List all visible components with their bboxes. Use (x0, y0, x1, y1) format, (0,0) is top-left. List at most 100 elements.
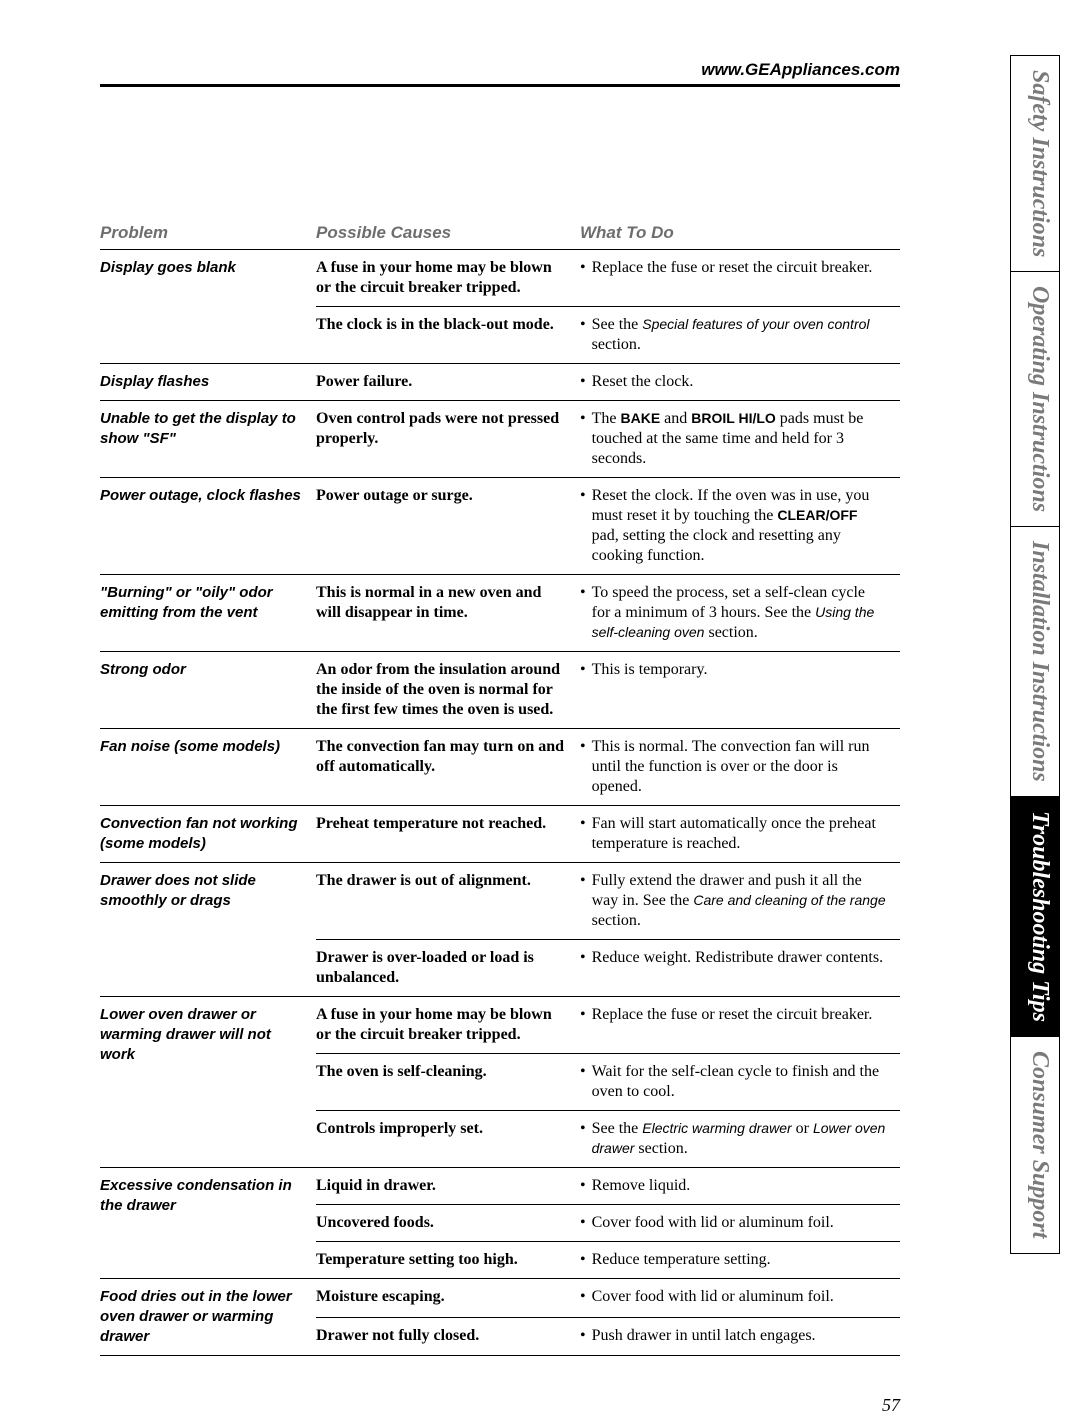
table-row: Food dries out in the lower oven drawer … (100, 1279, 900, 1318)
whattodo-text: Replace the fuse or reset the circuit br… (592, 1005, 873, 1025)
bullet-dot-icon: • (580, 1250, 592, 1270)
whattodo-bullet: •See the Electric warming drawer or Lowe… (580, 1119, 886, 1159)
page-number: 57 (882, 1395, 900, 1416)
whattodo-bullet: •Cover food with lid or aluminum foil. (580, 1287, 886, 1307)
whattodo-bullet: •Fully extend the drawer and push it all… (580, 871, 886, 931)
whattodo-bullet: •Reset the clock. If the oven was in use… (580, 486, 886, 566)
cause-cell: The oven is self-cleaning. (316, 1054, 580, 1111)
cause-text: The oven is self-cleaning. (316, 1063, 487, 1080)
problem-label: Unable to get the display to show "SF" (100, 410, 296, 447)
whattodo-text: Replace the fuse or reset the circuit br… (592, 258, 873, 278)
whattodo-bullet: •Reset the clock. (580, 372, 886, 392)
whattodo-cell: •This is temporary. (580, 652, 900, 729)
cause-text: The convection fan may turn on and off a… (316, 738, 564, 775)
whattodo-cell: •Reset the clock. (580, 364, 900, 401)
cause-cell: Liquid in drawer. (316, 1168, 580, 1205)
problem-label: Display goes blank (100, 259, 236, 276)
table-row: Strong odorAn odor from the insulation a… (100, 652, 900, 729)
cause-cell: A fuse in your home may be blown or the … (316, 997, 580, 1054)
whattodo-text: Wait for the self-clean cycle to finish … (592, 1062, 886, 1102)
cause-text: Power outage or surge. (316, 487, 473, 504)
problem-cell: Food dries out in the lower oven drawer … (100, 1279, 316, 1356)
whattodo-text: Push drawer in until latch engages. (592, 1326, 816, 1346)
side-tab[interactable]: Installation Instructions (1010, 526, 1060, 796)
whattodo-cell: •The BAKE and BROIL HI/LO pads must be t… (580, 401, 900, 478)
cause-cell: Power outage or surge. (316, 478, 580, 575)
whattodo-cell: •To speed the process, set a self-clean … (580, 575, 900, 652)
bullet-dot-icon: • (580, 814, 592, 854)
problem-cell: Display goes blank (100, 250, 316, 364)
cause-text: Preheat temperature not reached. (316, 815, 546, 832)
whattodo-text: Fan will start automatically once the pr… (592, 814, 886, 854)
problem-cell: Convection fan not working (some models) (100, 806, 316, 863)
whattodo-text: Fully extend the drawer and push it all … (592, 871, 886, 931)
bullet-dot-icon: • (580, 583, 592, 643)
cause-text: A fuse in your home may be blown or the … (316, 259, 552, 296)
whattodo-text: To speed the process, set a self-clean c… (592, 583, 886, 643)
whattodo-text: This is temporary. (592, 660, 708, 680)
cause-cell: Controls improperly set. (316, 1111, 580, 1168)
cause-cell: A fuse in your home may be blown or the … (316, 250, 580, 307)
whattodo-bullet: •Replace the fuse or reset the circuit b… (580, 258, 886, 278)
whattodo-text: Reduce temperature setting. (592, 1250, 771, 1270)
cause-cell: Oven control pads were not pressed prope… (316, 401, 580, 478)
bullet-dot-icon: • (580, 660, 592, 680)
whattodo-bullet: •Reduce weight. Redistribute drawer cont… (580, 948, 886, 968)
table-header-row: Problem Possible Causes What To Do (100, 217, 900, 250)
table-row: Display goes blank A fuse in your home ma… (100, 250, 900, 307)
cause-text: Temperature setting too high. (316, 1251, 518, 1268)
whattodo-bullet: •Wait for the self-clean cycle to finish… (580, 1062, 886, 1102)
side-tab[interactable]: Consumer Support (1010, 1036, 1060, 1253)
bullet-dot-icon: • (580, 1062, 592, 1102)
bullet-dot-icon: • (580, 1119, 592, 1159)
side-tab[interactable]: Troubleshooting Tips (1010, 796, 1060, 1036)
cause-text: A fuse in your home may be blown or the … (316, 1006, 552, 1043)
whattodo-bullet: •This is normal. The convection fan will… (580, 737, 886, 797)
cause-text: Power failure. (316, 373, 412, 390)
whattodo-cell: •See the Special features of your oven c… (580, 307, 900, 364)
problem-label: Display flashes (100, 373, 209, 390)
whattodo-text: Reset the clock. If the oven was in use,… (592, 486, 886, 566)
whattodo-text: Cover food with lid or aluminum foil. (592, 1213, 834, 1233)
problem-label: Lower oven drawer or warming drawer will… (100, 1006, 271, 1063)
table-row: Fan noise (some models) The convection fa… (100, 729, 900, 806)
cause-cell: The convection fan may turn on and off a… (316, 729, 580, 806)
whattodo-cell: •Replace the fuse or reset the circuit b… (580, 997, 900, 1054)
side-tab[interactable]: Safety Instructions (1010, 55, 1060, 271)
problem-label: Excessive condensation in the drawer (100, 1177, 292, 1214)
cause-cell: Drawer is over-loaded or load is unbalan… (316, 940, 580, 997)
whattodo-bullet: •Remove liquid. (580, 1176, 886, 1196)
problem-cell: Drawer does not slide smoothly or drags (100, 863, 316, 997)
problem-cell: Unable to get the display to show "SF" (100, 401, 316, 478)
cause-text: Liquid in drawer. (316, 1177, 436, 1194)
whattodo-bullet: •To speed the process, set a self-clean … (580, 583, 886, 643)
whattodo-cell: •Reduce temperature setting. (580, 1242, 900, 1279)
problem-label: Power outage, clock flashes (100, 487, 301, 504)
cause-text: The clock is in the black-out mode. (316, 316, 554, 333)
problem-cell: Strong odor (100, 652, 316, 729)
bullet-dot-icon: • (580, 871, 592, 931)
table-row: Lower oven drawer or warming drawer will… (100, 997, 900, 1054)
whattodo-cell: •Cover food with lid or aluminum foil. (580, 1205, 900, 1242)
table-row: Power outage, clock flashes Power outage … (100, 478, 900, 575)
whattodo-cell: •Reset the clock. If the oven was in use… (580, 478, 900, 575)
table-row: Drawer does not slide smoothly or dragsT… (100, 863, 900, 940)
table-row: Excessive condensation in the drawerLiqu… (100, 1168, 900, 1205)
whattodo-cell: •Remove liquid. (580, 1168, 900, 1205)
problem-label: "Burning" or "oily" odor emitting from t… (100, 584, 273, 621)
side-tab[interactable]: Operating Instructions (1010, 271, 1060, 526)
problem-cell: Display flashes (100, 364, 316, 401)
whattodo-text: Cover food with lid or aluminum foil. (592, 1287, 834, 1307)
cause-cell: Drawer not fully closed. (316, 1317, 580, 1356)
whattodo-text: See the Electric warming drawer or Lower… (592, 1119, 886, 1159)
bullet-dot-icon: • (580, 1287, 592, 1307)
problem-label: Fan noise (some models) (100, 738, 280, 755)
cause-text: Moisture escaping. (316, 1288, 445, 1305)
whattodo-text: Remove liquid. (592, 1176, 691, 1196)
page-content: www.GEAppliances.com Problem Possible Ca… (100, 60, 900, 1356)
bullet-dot-icon: • (580, 486, 592, 566)
whattodo-cell: •Cover food with lid or aluminum foil. (580, 1279, 900, 1318)
cause-text: Uncovered foods. (316, 1214, 434, 1231)
cause-cell: The clock is in the black-out mode. (316, 307, 580, 364)
whattodo-text: Reset the clock. (592, 372, 694, 392)
